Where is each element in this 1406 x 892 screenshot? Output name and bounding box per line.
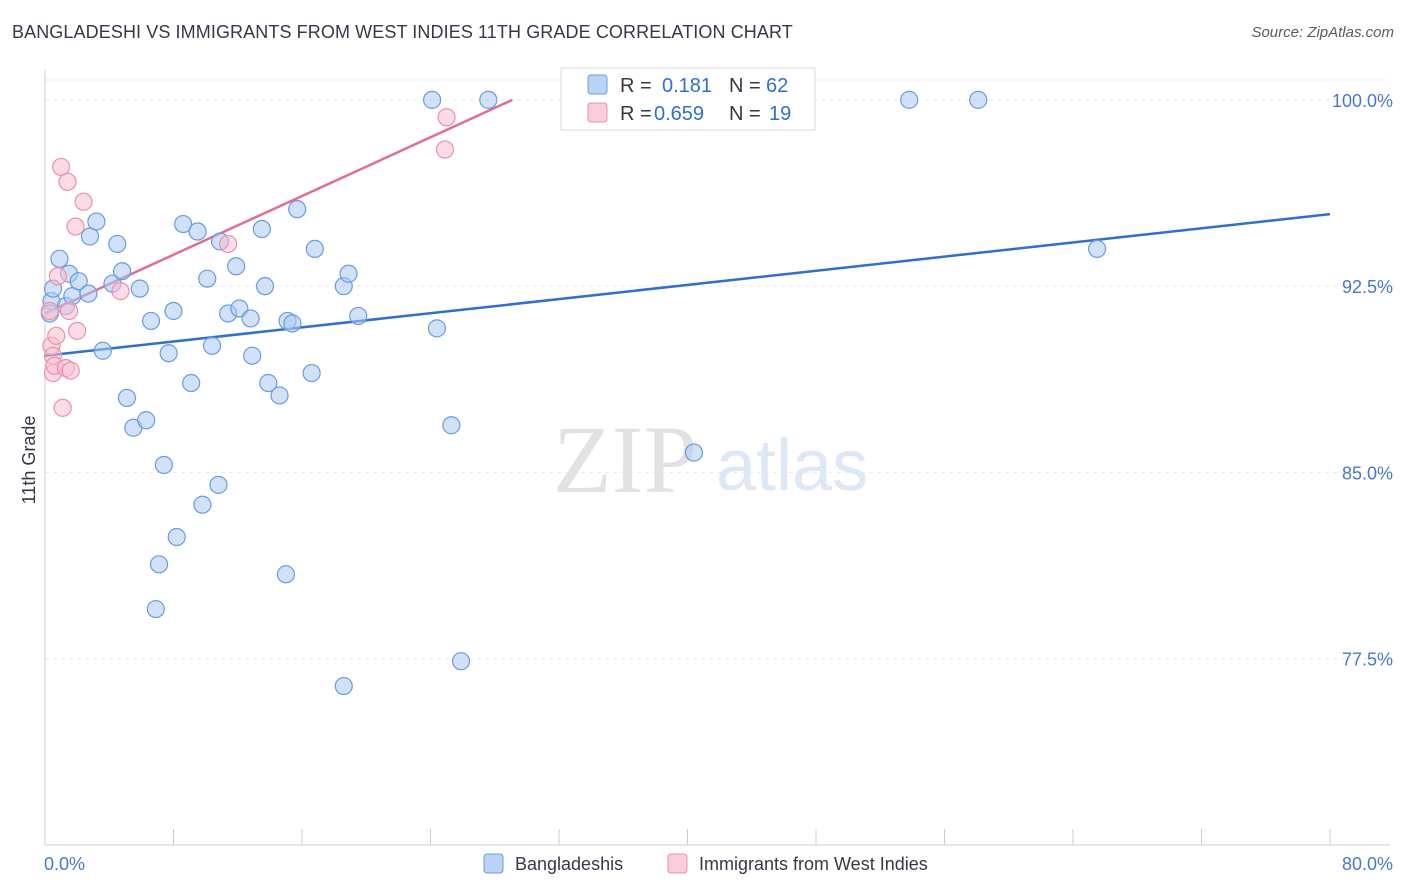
west-indies-point bbox=[59, 301, 79, 321]
bangladeshis-point bbox=[182, 373, 201, 393]
bangladeshis-point bbox=[1087, 239, 1107, 258]
stats-legend-n-value: 19 bbox=[769, 103, 791, 125]
bangladeshis-point bbox=[117, 388, 137, 408]
bangladeshis-point bbox=[174, 214, 193, 234]
bangladeshis-point bbox=[149, 555, 169, 574]
bangladeshis-point bbox=[900, 90, 919, 109]
y-tick-label: 77.5% bbox=[1342, 650, 1393, 670]
data-points bbox=[40, 90, 1107, 696]
stats-legend-r-label: R = bbox=[620, 103, 652, 125]
stats-legend-n-label: N = bbox=[729, 103, 761, 125]
y-tick-label: 100.0% bbox=[1332, 91, 1393, 111]
bangladeshis-point bbox=[164, 301, 183, 321]
axes bbox=[44, 70, 1390, 846]
y-tick-label: 85.0% bbox=[1342, 463, 1393, 483]
legend-swatch-west-indies bbox=[667, 853, 688, 874]
bangladeshis-point bbox=[137, 411, 156, 430]
west-indies-point bbox=[40, 301, 59, 321]
bottom-legend: Bangladeshis Immigrants from West Indies bbox=[483, 853, 928, 874]
bangladeshis-point bbox=[479, 90, 498, 109]
bangladeshis-point bbox=[427, 319, 447, 338]
watermark-atlas: atlas bbox=[716, 426, 868, 506]
bangladeshis-point bbox=[241, 309, 260, 328]
west-indies-point bbox=[48, 267, 67, 286]
bangladeshis-point bbox=[283, 314, 302, 333]
west-indies-point bbox=[437, 108, 456, 127]
west-indies-point bbox=[219, 234, 238, 254]
bangladeshis-point bbox=[69, 272, 88, 291]
y-axis-label: 11th Grade bbox=[19, 416, 39, 505]
legend-label-west-indies: Immigrants from West Indies bbox=[699, 854, 928, 874]
bangladeshis-point bbox=[202, 336, 222, 355]
bangladeshis-point bbox=[969, 90, 988, 109]
bangladeshis-point bbox=[141, 311, 161, 331]
bangladeshis-point bbox=[349, 306, 368, 326]
west-indies-point bbox=[435, 140, 455, 159]
bangladeshis-point bbox=[259, 373, 278, 393]
watermark-zip: ZIP bbox=[553, 406, 697, 513]
west-indies-point bbox=[111, 282, 130, 301]
bangladeshis-point bbox=[50, 249, 69, 268]
y-tick-label: 92.5% bbox=[1342, 277, 1393, 297]
bangladeshis-point bbox=[108, 234, 127, 254]
bangladeshis-trend-line bbox=[44, 212, 1331, 357]
bangladeshis-point bbox=[159, 344, 178, 363]
stats-legend-n-value: 62 bbox=[766, 75, 788, 97]
legend-label-bangladeshis: Bangladeshis bbox=[515, 854, 623, 874]
west-indies-point bbox=[53, 398, 72, 417]
bangladeshis-point bbox=[302, 363, 321, 383]
x-tick-labels: 0.0% 80.0% bbox=[44, 854, 1393, 874]
bangladeshis-point bbox=[154, 455, 173, 475]
bangladeshis-point bbox=[79, 284, 98, 303]
grid-lines bbox=[45, 79, 1390, 660]
bangladeshis-point bbox=[288, 200, 307, 219]
bangladeshis-point bbox=[334, 676, 353, 696]
source-label: Source: ZipAtlas.com bbox=[1251, 24, 1394, 41]
bangladeshis-point bbox=[87, 212, 106, 231]
bangladeshis-point bbox=[130, 279, 149, 298]
bangladeshis-point bbox=[255, 277, 275, 296]
bangladeshis-point bbox=[112, 262, 132, 281]
bangladeshis-point bbox=[243, 346, 262, 365]
west-indies-point bbox=[61, 361, 80, 380]
bangladeshis-point bbox=[305, 239, 324, 258]
bangladeshis-point bbox=[167, 527, 186, 547]
west-indies-point bbox=[47, 326, 66, 345]
y-tick-labels: 77.5% 85.0% 92.5% 100.0% bbox=[1332, 91, 1393, 670]
west-indies-point bbox=[74, 192, 93, 211]
bangladeshis-point bbox=[684, 443, 704, 462]
bangladeshis-point bbox=[188, 222, 207, 241]
bangladeshis-point bbox=[276, 565, 296, 584]
bangladeshis-point bbox=[209, 475, 228, 494]
stats-legend-swatch-west-indies bbox=[587, 102, 608, 123]
stats-legend-r-label: R = bbox=[620, 75, 652, 97]
west-indies-point bbox=[68, 321, 87, 340]
bangladeshis-point bbox=[270, 386, 289, 405]
chart-title: BANGLADESHI VS IMMIGRANTS FROM WEST INDI… bbox=[12, 22, 793, 42]
stats-legend-swatch-bangladeshis bbox=[587, 74, 608, 95]
x-tick-label-max: 80.0% bbox=[1342, 854, 1393, 874]
bangladeshis-point bbox=[146, 599, 165, 619]
stats-legend-r-value: 0.181 bbox=[662, 75, 712, 97]
x-tick-label-min: 0.0% bbox=[44, 854, 85, 874]
bangladeshis-point bbox=[198, 269, 217, 288]
bangladeshis-point bbox=[252, 219, 271, 239]
bangladeshis-point bbox=[339, 264, 358, 283]
west-indies-point bbox=[58, 172, 77, 191]
stats-legend-n-label: N = bbox=[729, 75, 761, 97]
bangladeshis-point bbox=[451, 652, 471, 671]
west-indies-point bbox=[66, 217, 85, 236]
bangladeshis-point bbox=[227, 257, 246, 276]
stats-legend: R = 0.181 N = 62 R = 0.659 N = 19 bbox=[560, 67, 816, 131]
stats-legend-r-value: 0.659 bbox=[654, 103, 704, 125]
bangladeshis-point bbox=[442, 416, 461, 435]
bangladeshis-point bbox=[93, 341, 112, 360]
bangladeshis-point bbox=[193, 495, 212, 514]
bangladeshis-point bbox=[423, 90, 442, 109]
legend-swatch-bangladeshis bbox=[483, 853, 504, 874]
